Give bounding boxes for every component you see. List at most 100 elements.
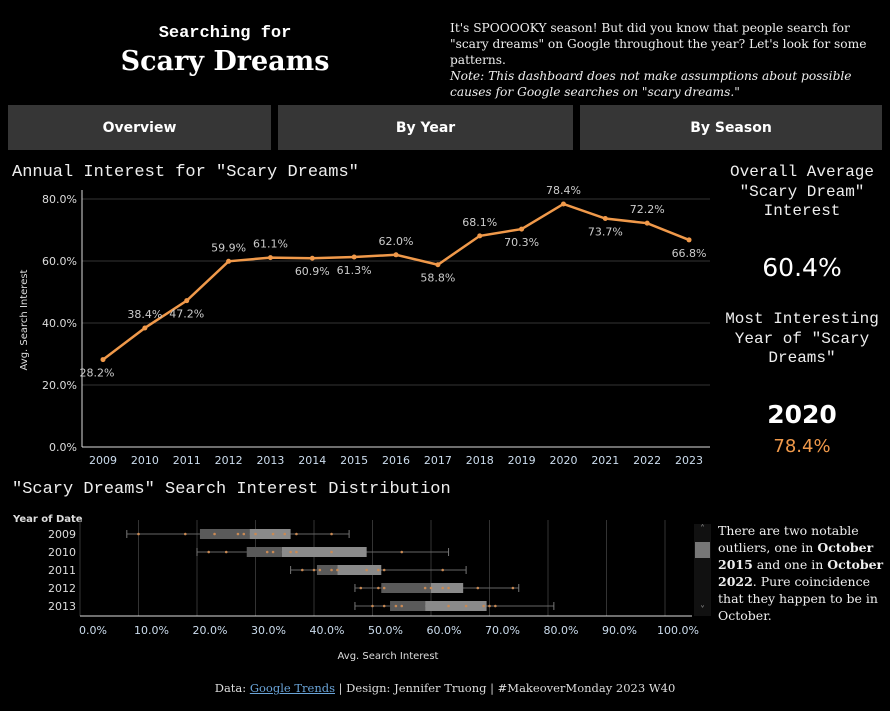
top-year: 2020 — [767, 400, 837, 429]
scrollbar-thumb[interactable] — [695, 542, 710, 558]
data-label: 61.3% — [337, 264, 372, 277]
data-point — [382, 568, 386, 572]
data-point — [265, 550, 269, 554]
x-tick-label: 10.0% — [134, 624, 169, 637]
data-point — [519, 226, 525, 232]
tab-by-year[interactable]: By Year — [278, 105, 573, 150]
line-chart-title: Annual Interest for "Scary Dreams" — [12, 163, 359, 182]
data-point — [301, 568, 304, 572]
data-point — [271, 550, 275, 554]
x-tick-label: 2015 — [340, 454, 368, 467]
scrollbar[interactable]: ˄ ˅ — [694, 524, 711, 616]
x-tick-label: 50.0% — [368, 624, 403, 637]
data-label: 72.2% — [630, 203, 665, 216]
data-point — [382, 604, 386, 608]
data-point — [207, 550, 210, 554]
y-tick-label: 40.0% — [42, 317, 77, 330]
note-text: and one in — [752, 557, 828, 572]
x-tick-label: 90.0% — [602, 624, 637, 637]
x-tick-label: 2023 — [675, 454, 703, 467]
data-point — [394, 604, 398, 608]
data-point — [423, 586, 427, 590]
x-tick-label: 40.0% — [310, 624, 345, 637]
row-year-label: 2010 — [48, 546, 76, 559]
x-tick-label: 2016 — [382, 454, 410, 467]
x-tick-label: 2020 — [549, 454, 577, 467]
x-axis-title: Avg. Search Interest — [338, 651, 439, 662]
distribution-box-plot: Year of Date 0.0% 10.0% 20.0% 30.0% 40.0% 50.0… — [12, 514, 699, 662]
y-tick-label: 20.0% — [42, 379, 77, 392]
x-tick-label: 0.0% — [79, 624, 107, 637]
google-trends-link[interactable]: Google Trends — [249, 681, 335, 695]
row-year-label: 2013 — [48, 600, 76, 613]
data-point — [377, 586, 380, 590]
x-tick-label: 70.0% — [485, 624, 520, 637]
data-point — [494, 604, 497, 608]
data-point — [400, 550, 404, 554]
x-tick-label: 2022 — [633, 454, 661, 467]
row-year-label: 2011 — [48, 564, 76, 577]
x-tick-label: 2018 — [466, 454, 494, 467]
data-point — [371, 604, 374, 608]
y-axis-title: Year of Date — [12, 514, 83, 525]
x-tick-label: 2021 — [591, 454, 619, 467]
data-point — [330, 550, 333, 554]
data-label: 78.4% — [546, 184, 581, 197]
box-lower — [316, 565, 338, 575]
top-year-value: 78.4% — [773, 436, 831, 457]
data-point — [336, 568, 339, 572]
scroll-down-icon[interactable]: ˅ — [700, 605, 705, 616]
data-point — [236, 532, 240, 536]
row-year-label: 2012 — [48, 582, 76, 595]
data-label: 58.8% — [420, 272, 455, 285]
footer-credits: | Design: Jennifer Truong | #MakeoverMon… — [335, 681, 676, 695]
box-upper — [425, 601, 487, 611]
data-label: 47.2% — [169, 308, 204, 321]
y-tick-label: 60.0% — [42, 255, 77, 268]
data-point — [142, 325, 148, 331]
average-value: 60.4% — [762, 253, 842, 282]
data-label: 70.3% — [504, 236, 539, 249]
intro-paragraph: It's SPOOOOKY season! But did you know t… — [450, 21, 867, 67]
data-point — [382, 586, 386, 590]
data-point — [351, 254, 357, 260]
data-point — [213, 532, 216, 536]
data-point — [271, 532, 275, 536]
x-tick-label: 100.0% — [657, 624, 699, 637]
y-tick-label: 80.0% — [42, 193, 77, 206]
data-label: 66.8% — [672, 247, 707, 260]
outlier-note: There are two notable outliers, one in O… — [718, 522, 888, 624]
data-label: 61.1% — [253, 238, 288, 251]
data-label: 59.9% — [211, 241, 246, 254]
note-text: . Pure coincidence that they happen to b… — [718, 574, 878, 623]
scroll-up-icon[interactable]: ˄ — [700, 524, 705, 535]
x-tick-label: 2013 — [256, 454, 284, 467]
data-point — [602, 216, 608, 222]
data-point — [365, 568, 368, 572]
data-point — [295, 532, 298, 536]
data-point — [289, 550, 292, 554]
data-point — [488, 604, 491, 608]
footer: Data: Google Trends | Design: Jennifer T… — [0, 681, 890, 695]
data-point — [644, 220, 650, 226]
box-upper — [337, 565, 382, 575]
data-point — [184, 298, 190, 304]
tab-overview[interactable]: Overview — [8, 105, 271, 150]
data-point — [137, 532, 140, 536]
tab-by-season[interactable]: By Season — [580, 105, 882, 150]
data-point — [560, 201, 566, 207]
data-point — [283, 532, 287, 536]
dashboard-title: Scary Dreams — [120, 46, 330, 77]
top-year-label: Most Interesting Year of "Scary Dreams" — [725, 310, 879, 367]
data-point — [686, 237, 692, 243]
intro-text: It's SPOOOOKY season! But did you know t… — [450, 20, 890, 100]
data-point — [377, 568, 380, 572]
disclaimer-note: Note: This dashboard does not make assum… — [450, 69, 852, 99]
footer-data-label: Data: — [214, 681, 250, 695]
x-tick-label: 2012 — [215, 454, 243, 467]
data-point — [476, 586, 480, 590]
data-point — [100, 357, 106, 363]
note-highlight: October 2015 — [718, 540, 874, 572]
row-year-label: 2009 — [48, 528, 76, 541]
note-text: There are two notable outliers, one in — [718, 523, 859, 555]
